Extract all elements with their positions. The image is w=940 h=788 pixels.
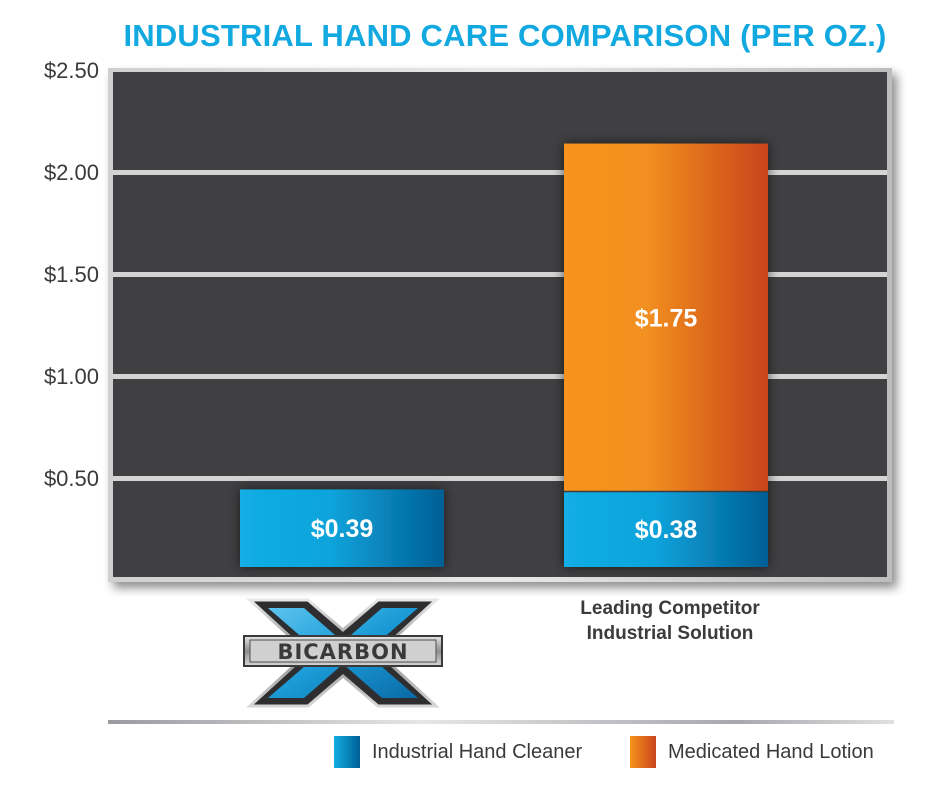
blue-swatch-icon: [334, 736, 360, 768]
logo-text: BICARBON: [277, 640, 408, 664]
bar-data-label: $0.38: [635, 516, 698, 544]
bar-group: [240, 489, 444, 567]
category-label-competitor: Leading Competitor Industrial Solution: [520, 596, 820, 646]
gridline: [113, 272, 887, 277]
bar-group: [564, 143, 768, 567]
legend-item-industrial-hand-cleaner: Industrial Hand Cleaner: [334, 736, 582, 768]
bar-medicated-hand-lotion: [564, 143, 768, 492]
gridline: [113, 374, 887, 379]
gridline: [113, 170, 887, 175]
legend-label: Industrial Hand Cleaner: [372, 740, 583, 763]
bar-industrial-hand-cleaner: [564, 491, 768, 567]
orange-swatch-icon: [630, 736, 656, 768]
category-label-line-1: Leading Competitor: [580, 598, 760, 619]
legend-item-medicated-hand-lotion: Medicated Hand Lotion: [630, 736, 874, 768]
y-tick-label: $1.00: [44, 364, 99, 389]
bicarbon-x-logo: BICARBON: [238, 598, 448, 708]
plot-area: [113, 72, 887, 577]
y-tick-label: $2.50: [44, 58, 99, 83]
legend-label: Medicated Hand Lotion: [668, 740, 874, 763]
legend-divider: [108, 720, 894, 724]
y-tick-label: $1.50: [44, 262, 99, 287]
bar-data-label: $1.75: [635, 305, 698, 333]
y-tick-label: $0.50: [44, 466, 99, 491]
chart-title: INDUSTRIAL HAND CARE COMPARISON (PER OZ.…: [123, 18, 887, 53]
gridline: [113, 476, 887, 481]
bar-data-label: $0.39: [311, 515, 374, 543]
y-tick-label: $2.00: [44, 160, 99, 185]
category-label-line-2: Industrial Solution: [586, 623, 754, 644]
bar-industrial-hand-cleaner: [240, 489, 444, 567]
